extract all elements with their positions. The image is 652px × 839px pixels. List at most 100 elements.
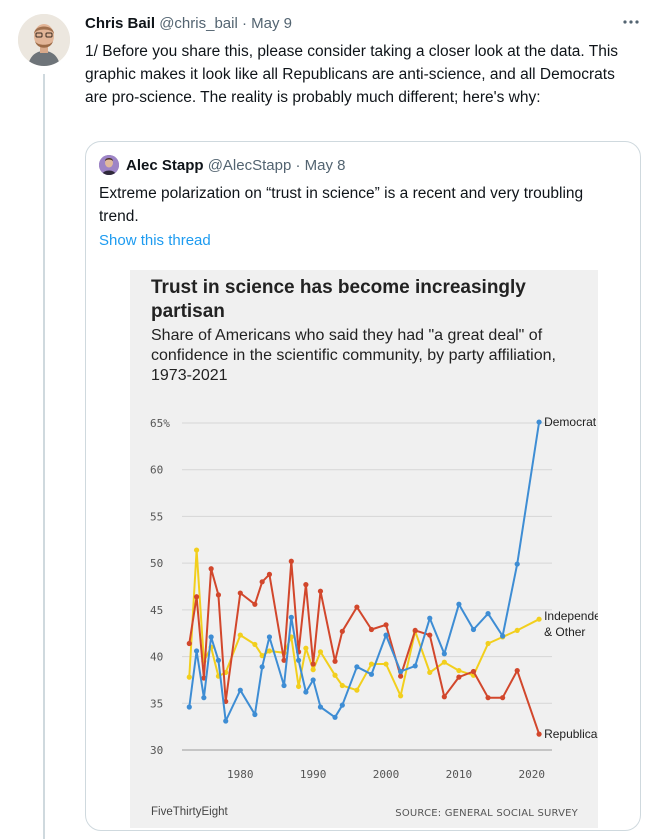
data-point [310, 667, 316, 673]
data-point [281, 682, 287, 689]
data-point [259, 664, 265, 670]
data-point [536, 731, 542, 737]
chart-image[interactable]: Trust in science has become increasingly… [130, 270, 598, 828]
data-point [201, 695, 207, 701]
y-tick-label: 40 [150, 651, 163, 664]
data-point [252, 711, 258, 718]
data-point [215, 592, 222, 598]
x-tick-label: 2010 [446, 768, 473, 781]
data-point [310, 677, 316, 683]
y-tick-label: 65% [150, 417, 170, 430]
thread-connector-line [43, 74, 45, 839]
data-point [237, 687, 243, 693]
data-point [514, 667, 520, 674]
y-tick-label: 50 [150, 557, 163, 570]
chart-brand: FiveThirtyEight [151, 806, 228, 818]
data-point [266, 648, 273, 654]
data-point [295, 657, 302, 663]
data-point [339, 682, 345, 689]
data-point [368, 671, 375, 677]
data-point [295, 683, 302, 690]
data-point [223, 718, 229, 724]
data-point [383, 632, 389, 638]
data-point [412, 663, 418, 669]
data-point [310, 661, 316, 667]
data-point [303, 582, 309, 588]
data-point [317, 649, 324, 655]
quoted-avatar[interactable] [99, 155, 119, 175]
chart-subtitle: Share of Americans who said they had "a … [151, 327, 556, 384]
data-point [412, 627, 418, 634]
data-point [456, 667, 462, 674]
data-point [332, 672, 338, 678]
data-point [303, 645, 309, 651]
tweet-text: 1/ Before you share this, please conside… [85, 43, 619, 106]
data-point [470, 668, 477, 675]
data-point [259, 579, 265, 585]
data-point [427, 669, 433, 676]
author-name[interactable]: Chris Bail [85, 15, 156, 32]
data-point [317, 588, 324, 594]
data-point [193, 547, 200, 553]
data-point [288, 614, 294, 620]
data-point [398, 668, 404, 675]
y-tick-label: 35 [150, 697, 163, 710]
series-line-1 [188, 549, 540, 697]
chart-source: SOURCE: GENERAL SOCIAL SURVEY [395, 808, 578, 819]
tweet-header: Chris Bail @chris_bail · May 9 [85, 14, 292, 34]
x-tick-label: 2020 [519, 768, 546, 781]
data-point [427, 632, 433, 638]
data-point [485, 610, 491, 617]
ellipsis-icon [623, 20, 639, 24]
avatar[interactable] [18, 14, 70, 66]
tweet-date[interactable]: May 9 [251, 15, 292, 32]
data-point [237, 632, 243, 638]
data-point [427, 615, 433, 621]
data-point [237, 590, 243, 596]
line-chart: 65% 60 55 50 45 40 35 30 1980 1990 2000 2010 2020 Dem… [150, 415, 598, 781]
data-point [368, 626, 375, 633]
series-label: Independent& Other [544, 609, 598, 639]
avatar-portrait-icon [18, 14, 70, 66]
data-point [398, 693, 404, 699]
data-point [354, 664, 360, 670]
data-point [215, 657, 222, 663]
more-icon[interactable] [618, 12, 644, 38]
quoted-tweet-date[interactable]: May 8 [304, 157, 346, 174]
data-point [354, 604, 360, 610]
data-point [252, 601, 258, 607]
data-point [281, 657, 287, 663]
y-tick-label: 45 [150, 604, 163, 617]
data-point [303, 689, 309, 695]
author-handle[interactable]: @chris_bail [159, 15, 238, 32]
data-point [332, 714, 338, 720]
data-point [514, 627, 520, 634]
quoted-tweet-card[interactable]: Alec Stapp @AlecStapp · May 8 Extreme po… [85, 141, 641, 831]
data-point [186, 704, 192, 710]
series-label: Republican [544, 727, 598, 741]
data-point [398, 673, 404, 679]
data-point [252, 641, 258, 648]
data-point [193, 648, 200, 654]
data-point [186, 674, 192, 680]
data-point [383, 661, 389, 667]
data-point [266, 634, 273, 640]
data-point [514, 561, 520, 567]
data-point [470, 626, 477, 633]
data-point [536, 419, 542, 425]
data-point [368, 661, 375, 667]
data-point [485, 640, 491, 647]
data-point [259, 653, 265, 659]
quoted-author-name[interactable]: Alec Stapp [126, 157, 204, 174]
data-point [266, 571, 273, 577]
data-point [456, 674, 462, 680]
x-tick-label: 1990 [300, 768, 327, 781]
data-point [500, 695, 506, 701]
data-point [208, 634, 214, 640]
y-tick-label: 60 [150, 464, 163, 477]
quoted-header-separator: · [295, 157, 301, 174]
show-thread-link[interactable]: Show this thread [99, 232, 211, 249]
quoted-author-handle[interactable]: @AlecStapp [207, 157, 292, 174]
data-point [354, 687, 360, 693]
data-point [536, 616, 542, 622]
